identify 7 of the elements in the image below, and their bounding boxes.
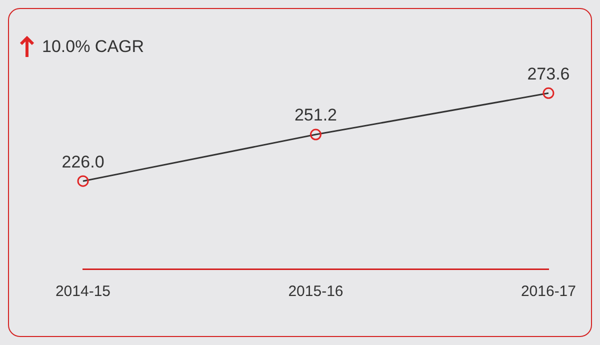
x-tick-label: 2014-15 (55, 283, 111, 300)
data-label: 273.6 (527, 64, 570, 84)
text: 10.0% CAGR (42, 37, 144, 57)
x-tick-label: 2015-16 (288, 283, 344, 300)
data-label: 251.2 (294, 106, 338, 125)
data-label: 226.0 (62, 152, 104, 172)
x-tick-label: 2016-17 (520, 283, 576, 300)
